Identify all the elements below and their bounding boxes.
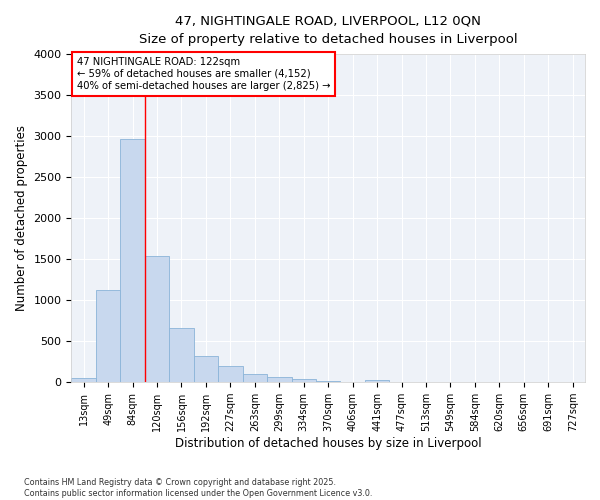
- Bar: [365, 380, 389, 382]
- Bar: [121, 140, 145, 382]
- Bar: [145, 256, 169, 382]
- Bar: [218, 366, 242, 382]
- Text: Contains HM Land Registry data © Crown copyright and database right 2025.
Contai: Contains HM Land Registry data © Crown c…: [24, 478, 373, 498]
- Bar: [242, 374, 267, 382]
- Y-axis label: Number of detached properties: Number of detached properties: [15, 125, 28, 311]
- Bar: [194, 356, 218, 382]
- Bar: [292, 379, 316, 382]
- Bar: [169, 328, 194, 382]
- Bar: [71, 378, 96, 382]
- Bar: [267, 377, 292, 382]
- Text: 47 NIGHTINGALE ROAD: 122sqm
← 59% of detached houses are smaller (4,152)
40% of : 47 NIGHTINGALE ROAD: 122sqm ← 59% of det…: [77, 58, 330, 90]
- X-axis label: Distribution of detached houses by size in Liverpool: Distribution of detached houses by size …: [175, 437, 482, 450]
- Bar: [96, 290, 121, 382]
- Bar: [316, 381, 340, 382]
- Title: 47, NIGHTINGALE ROAD, LIVERPOOL, L12 0QN
Size of property relative to detached h: 47, NIGHTINGALE ROAD, LIVERPOOL, L12 0QN…: [139, 15, 518, 46]
